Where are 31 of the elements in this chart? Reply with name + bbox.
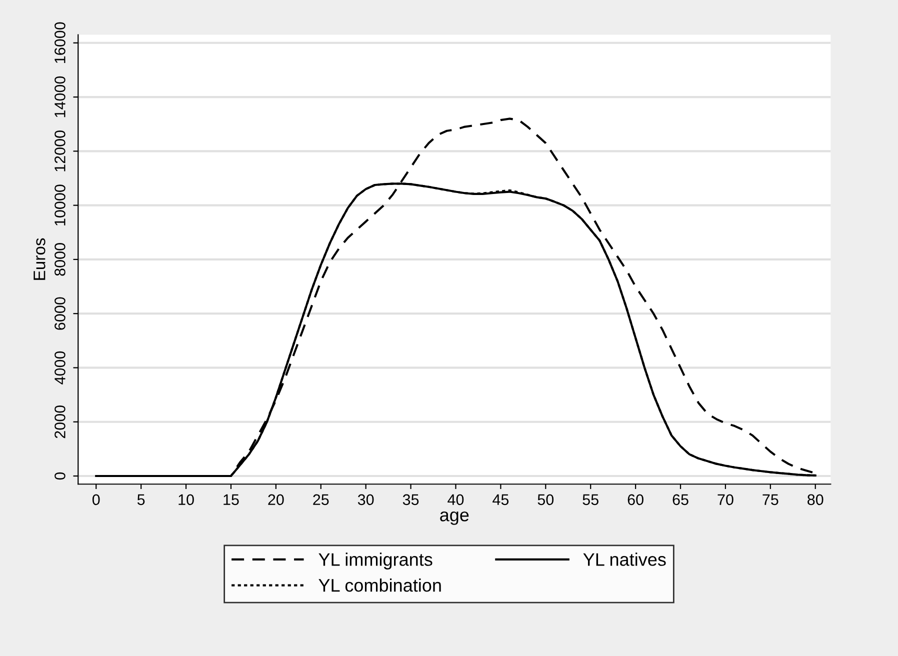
x-tick-label: 65 — [672, 494, 688, 506]
x-tick-label: 80 — [808, 494, 824, 506]
legend-label: YL combination — [318, 578, 441, 592]
x-tick-label: 35 — [402, 494, 419, 506]
x-tick-label: 55 — [582, 494, 598, 506]
legend-label: YL immigrants — [318, 552, 432, 570]
x-tick-label: 5 — [137, 494, 145, 506]
x-tick-label: 60 — [628, 494, 644, 506]
y-axis-title: Euros — [34, 238, 46, 280]
x-tick-label: 15 — [224, 494, 239, 506]
x-tick-label: 75 — [762, 494, 778, 506]
y-tick-label: 12000 — [54, 130, 66, 172]
x-tick-label: 20 — [268, 494, 284, 506]
x-tick-label: 25 — [313, 494, 329, 506]
x-tick-label: 45 — [492, 494, 509, 506]
y-tick-label: 4000 — [54, 351, 66, 384]
y-tick-label: 2000 — [54, 405, 66, 438]
y-tick-label: 8000 — [54, 243, 66, 276]
x-axis-title: age — [440, 511, 469, 525]
y-tick-label: 6000 — [54, 297, 66, 330]
y-tick-label: 10000 — [54, 184, 66, 226]
x-tick-label: 50 — [538, 494, 554, 506]
x-tick-label: 30 — [358, 494, 374, 506]
y-tick-label: 14000 — [54, 76, 66, 118]
legend-label: YL natives — [583, 552, 666, 566]
y-tick-label: 16000 — [54, 22, 66, 63]
y-tick-label: 0 — [54, 472, 66, 480]
x-tick-label: 40 — [448, 494, 464, 506]
x-tick-label: 0 — [92, 494, 100, 506]
x-tick-label: 70 — [718, 494, 734, 506]
x-tick-label: 10 — [178, 494, 194, 506]
